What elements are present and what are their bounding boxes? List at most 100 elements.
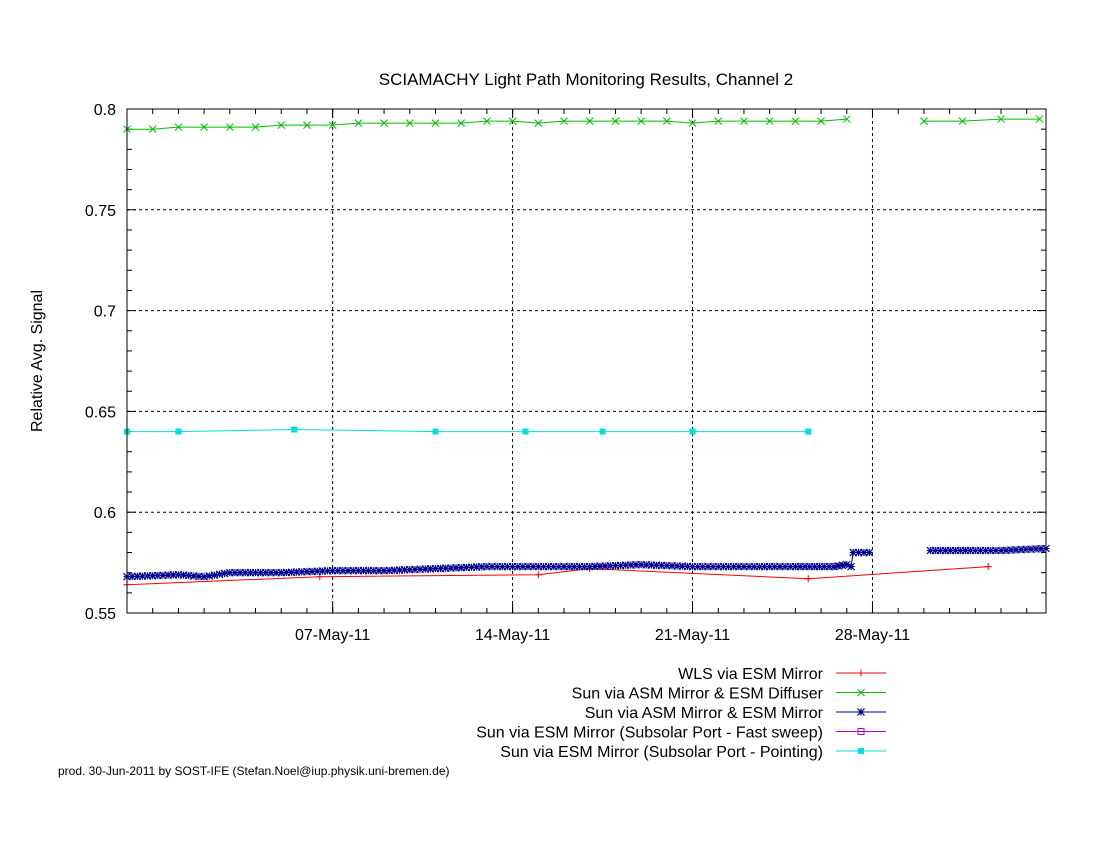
data-point xyxy=(153,571,162,580)
data-point xyxy=(405,119,414,127)
data-point xyxy=(966,546,975,555)
data-point xyxy=(148,571,157,580)
plot-frame xyxy=(126,108,1047,614)
data-point xyxy=(374,566,383,575)
data-point xyxy=(611,117,620,125)
legend-item: Sun via ASM Mirror & ESM Diffuser xyxy=(572,686,886,703)
data-point xyxy=(534,571,542,579)
data-point xyxy=(729,562,738,571)
data-point xyxy=(539,562,548,571)
y-axis-label: Relative Avg. Signal xyxy=(29,290,46,432)
data-point xyxy=(1012,545,1020,554)
data-point xyxy=(508,117,517,125)
data-point xyxy=(596,562,604,571)
data-point xyxy=(857,708,865,716)
data-point xyxy=(805,428,812,435)
data-point xyxy=(601,562,610,570)
data-point xyxy=(313,567,322,576)
data-point xyxy=(169,570,178,579)
data-point xyxy=(174,570,183,579)
data-point xyxy=(657,561,666,570)
data-point xyxy=(781,562,790,571)
data-point xyxy=(1002,546,1010,555)
data-point xyxy=(200,123,208,131)
data-point xyxy=(580,562,589,571)
y-tick-label: 0.75 xyxy=(85,203,116,220)
data-point xyxy=(272,568,281,577)
data-point xyxy=(164,571,173,580)
data-point xyxy=(810,562,819,571)
data-point xyxy=(354,119,363,127)
chart-title: SCIAMACHY Light Path Monitoring Results,… xyxy=(379,70,794,89)
y-tick-label: 0.7 xyxy=(94,304,116,321)
data-point xyxy=(842,115,851,123)
series-5 xyxy=(124,426,812,435)
data-point xyxy=(791,562,800,571)
data-point xyxy=(354,566,363,575)
data-point xyxy=(544,562,553,571)
data-point xyxy=(854,548,863,557)
data-point xyxy=(472,563,481,571)
data-point xyxy=(961,546,970,555)
data-point xyxy=(508,562,517,571)
data-point xyxy=(287,568,296,577)
data-point xyxy=(662,117,671,125)
data-point xyxy=(560,562,568,571)
data-point xyxy=(734,562,743,571)
legend-label: Sun via ESM Mirror (Subsolar Port - Fast… xyxy=(476,725,823,742)
x-tick-label: 14-May-11 xyxy=(475,627,550,644)
data-point xyxy=(462,563,471,572)
data-point xyxy=(380,566,388,575)
data-point xyxy=(432,428,439,435)
data-point xyxy=(246,568,255,577)
footer-credit: prod. 30-Jun-2011 by SOST-IFE (Stefan.No… xyxy=(58,764,450,778)
data-point xyxy=(323,566,332,575)
data-point xyxy=(1035,115,1044,123)
data-point xyxy=(359,566,368,575)
data-point xyxy=(503,562,512,571)
data-point xyxy=(267,568,275,577)
data-point xyxy=(303,567,311,576)
data-point xyxy=(760,562,769,571)
data-point xyxy=(493,562,502,571)
data-point xyxy=(575,562,584,571)
data-point xyxy=(328,566,337,575)
data-point xyxy=(395,566,404,574)
data-point xyxy=(529,562,538,571)
data-point xyxy=(380,119,388,127)
data-point xyxy=(488,562,496,571)
data-point xyxy=(859,548,868,557)
data-point xyxy=(210,571,219,580)
data-point xyxy=(261,568,270,577)
data-point xyxy=(626,561,635,569)
data-point xyxy=(801,562,809,571)
y-tick-label: 0.6 xyxy=(94,505,116,522)
data-point xyxy=(997,546,1005,555)
y-tick-label: 0.65 xyxy=(85,404,116,421)
data-point xyxy=(770,562,779,571)
data-point xyxy=(606,561,615,570)
data-point xyxy=(400,565,409,574)
data-point xyxy=(815,562,824,571)
grid xyxy=(127,109,1046,613)
data-point xyxy=(776,562,784,571)
data-point xyxy=(678,562,687,571)
data-point xyxy=(143,571,152,580)
data-point xyxy=(339,566,347,575)
data-point xyxy=(565,562,574,571)
y-tick-label: 0.8 xyxy=(94,102,116,119)
data-point xyxy=(436,564,445,573)
data-point xyxy=(825,562,834,571)
data-point xyxy=(842,560,851,569)
data-point xyxy=(534,562,543,571)
data-point xyxy=(642,560,651,569)
legend-label: Sun via ESM Mirror (Subsolar Port - Poin… xyxy=(500,744,823,761)
data-point xyxy=(637,560,646,569)
data-point xyxy=(956,546,965,555)
data-point xyxy=(599,428,606,435)
data-point xyxy=(714,562,723,571)
series-line xyxy=(126,566,989,586)
data-point xyxy=(498,562,507,571)
data-point xyxy=(740,117,748,125)
